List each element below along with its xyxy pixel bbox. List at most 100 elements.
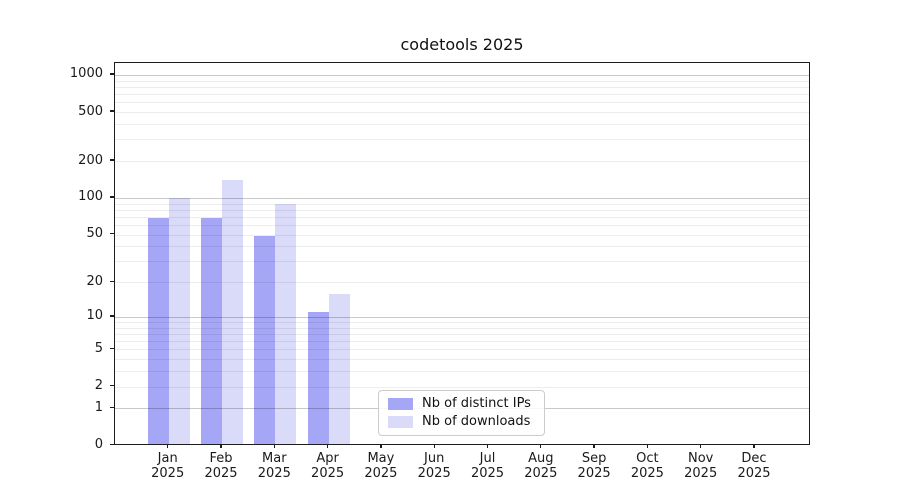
x-tick-label-line: 2025	[737, 465, 771, 481]
x-tick-label-line: May	[367, 451, 395, 466]
y-tick-mark	[110, 347, 114, 350]
gridline-minor	[115, 139, 809, 141]
x-tick-label-line: Aug	[528, 451, 554, 466]
x-tick-label-line: 2025	[151, 465, 185, 481]
gridline-minor	[115, 86, 809, 88]
legend-label-downloads: Nb of downloads	[422, 414, 531, 429]
x-tick-label-line: 2025	[204, 465, 238, 481]
y-tick-label: 10	[86, 308, 103, 324]
x-tick-label: Feb 2025	[189, 451, 253, 481]
y-tick-mark	[110, 73, 114, 75]
gridline-minor	[115, 94, 809, 96]
bar-distinct-ips	[307, 312, 329, 444]
x-tick-label: Dec 2025	[722, 451, 786, 481]
gridline-minor	[115, 161, 809, 163]
x-tick-label: Aug 2025	[509, 451, 573, 481]
legend-label-distinct-ips: Nb of distinct IPs	[422, 396, 531, 411]
x-tick-label-line: 2025	[524, 465, 558, 481]
y-tick-label: 200	[78, 152, 103, 168]
x-tick-label-line: Jan	[157, 451, 178, 466]
x-tick-label-line: 2025	[417, 465, 451, 481]
x-tick-mark	[433, 444, 435, 448]
y-tick-mark	[110, 406, 114, 408]
x-tick-mark	[753, 444, 755, 448]
x-tick-label: May 2025	[349, 451, 413, 481]
x-tick-label-line: 2025	[257, 465, 291, 481]
y-tick-label: 5	[94, 340, 103, 356]
gridline-minor	[115, 359, 809, 361]
x-tick-label: Jul 2025	[456, 451, 520, 481]
y-tick-label: 20	[86, 273, 103, 289]
x-tick-mark	[593, 444, 595, 448]
legend: Nb of distinct IPs Nb of downloads	[378, 390, 545, 436]
x-tick-label-line: Jul	[479, 451, 496, 466]
bar-downloads	[328, 293, 350, 444]
y-tick-label: 2	[94, 378, 103, 394]
gridline-minor	[115, 80, 809, 82]
y-tick-label: 1000	[69, 66, 103, 82]
y-tick-mark	[110, 384, 114, 387]
gridline-minor	[115, 282, 809, 284]
gridline-minor	[115, 203, 809, 205]
bar-distinct-ips	[254, 235, 276, 444]
gridline-minor	[115, 102, 809, 104]
x-tick-mark	[326, 444, 329, 448]
x-tick-label: Mar 2025	[242, 451, 306, 481]
gridline-minor	[115, 246, 809, 248]
gridline-major	[115, 74, 809, 76]
gridline-minor	[115, 124, 809, 126]
y-tick-label: 100	[78, 189, 103, 205]
x-tick-label-line: Dec	[741, 451, 767, 466]
x-tick-mark	[700, 444, 702, 448]
bar-downloads	[168, 197, 190, 444]
legend-item-distinct-ips: Nb of distinct IPs	[388, 396, 535, 411]
x-tick-mark	[220, 444, 222, 448]
legend-item-downloads: Nb of downloads	[388, 414, 535, 429]
x-tick-mark	[273, 444, 275, 448]
gridline-minor	[115, 225, 809, 227]
bar-distinct-ips	[147, 217, 169, 444]
y-tick-mark	[110, 159, 114, 161]
x-tick-label-line: 2025	[311, 465, 345, 481]
y-tick-mark	[110, 443, 114, 446]
x-tick-mark	[486, 444, 489, 448]
gridline-minor	[115, 112, 809, 114]
gridline-major	[115, 316, 809, 318]
x-tick-label-line: Jun	[424, 451, 445, 466]
y-tick-label: 0	[94, 437, 103, 452]
x-tick-mark	[540, 444, 542, 448]
gridline-minor	[115, 386, 809, 388]
y-tick-label: 500	[78, 103, 103, 119]
x-tick-label-line: Feb	[209, 451, 233, 466]
x-tick-label: Jan 2025	[136, 451, 200, 481]
x-tick-label-line: 2025	[577, 465, 611, 481]
x-tick-label-line: Mar	[262, 451, 287, 466]
y-tick-label: 1	[94, 399, 103, 415]
x-tick-mark	[646, 444, 649, 448]
x-tick-label-line: Nov	[688, 451, 714, 466]
y-tick-mark	[110, 232, 114, 235]
y-tick-label: 50	[86, 226, 103, 242]
legend-swatch-downloads	[388, 415, 413, 428]
gridline-minor	[115, 327, 809, 329]
y-tick-mark	[110, 315, 114, 317]
gridline-minor	[115, 333, 809, 335]
bar-distinct-ips	[201, 218, 222, 444]
y-tick-mark	[110, 110, 114, 112]
x-tick-label: Nov 2025	[669, 451, 733, 481]
chart-title: codetools 2025	[400, 35, 524, 54]
x-tick-label-line: 2025	[684, 465, 718, 481]
x-tick-label: Apr 2025	[296, 451, 360, 481]
gridline-minor	[115, 341, 809, 343]
x-tick-label-line: 2025	[630, 465, 664, 481]
x-tick-label-line: 2025	[470, 465, 505, 481]
gridline-minor	[115, 322, 809, 323]
x-tick-label: Oct 2025	[615, 451, 679, 481]
gridline-minor	[115, 349, 809, 351]
gridline-minor	[115, 234, 809, 236]
x-tick-mark	[167, 444, 169, 448]
y-tick-mark	[110, 280, 114, 282]
gridline-major	[115, 197, 809, 199]
bar-downloads	[222, 180, 243, 444]
